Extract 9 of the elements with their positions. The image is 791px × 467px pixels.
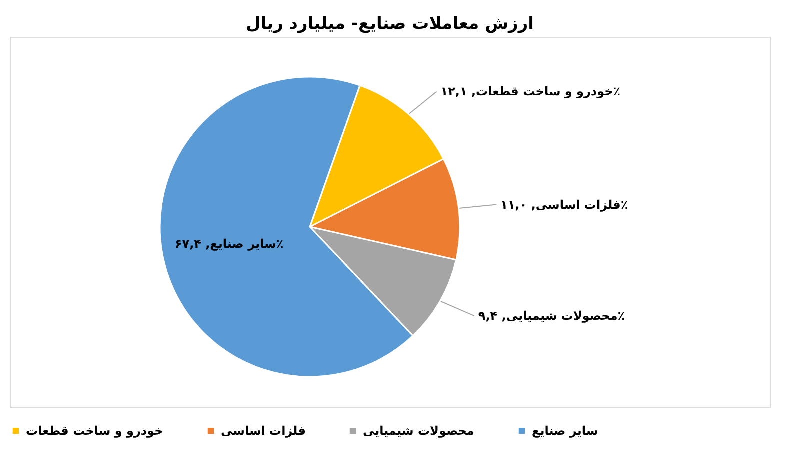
data-label: سایر صنایع, ۶۷,۴٪ bbox=[174, 237, 284, 252]
chart-title: ارزش معاملات صنایع- میلیارد ریال bbox=[246, 14, 534, 34]
data-label: خودرو و ساخت قطعات, ۱۲,۱٪ bbox=[440, 84, 621, 99]
legend-label: خودرو و ساخت قطعات bbox=[26, 424, 164, 438]
legend-label: محصولات شیمیایی bbox=[363, 424, 474, 438]
data-label: فلزات اساسی, ۱۱,۰٪ bbox=[500, 198, 628, 212]
data-label: محصولات شیمیایی, ۹,۴٪ bbox=[478, 309, 626, 324]
legend-label: فلزات اساسی bbox=[221, 424, 306, 438]
legend-label: سایر صنایع bbox=[532, 424, 598, 438]
